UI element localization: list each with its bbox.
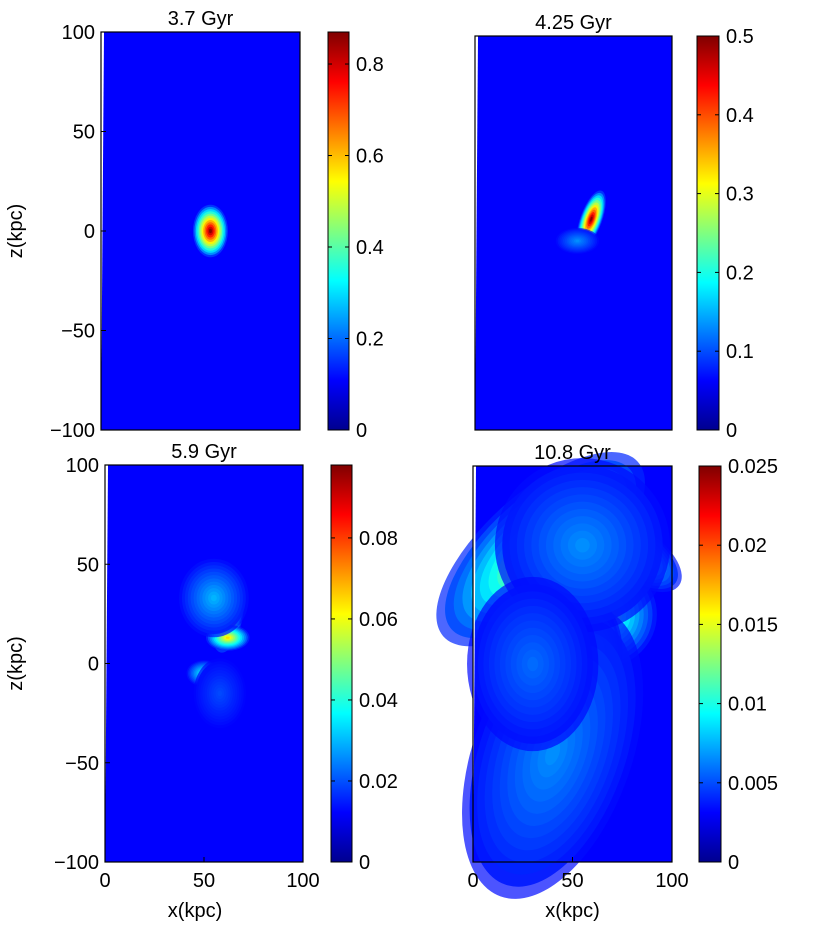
y-tick-label: 100 <box>66 455 99 477</box>
colorbar-tick-label: 0 <box>356 420 367 442</box>
y-tick-label: −50 <box>61 321 95 343</box>
density-contour <box>527 656 539 672</box>
y-tick-label: 100 <box>62 22 95 44</box>
colorbar-tick-label: 0.08 <box>359 528 398 550</box>
colorbar-tick-label: 0.06 <box>359 609 398 631</box>
y-axis-label: z(kpc) <box>5 636 27 690</box>
panel-title: 3.7 Gyr <box>168 8 234 30</box>
empty-region <box>473 466 476 862</box>
density-contour <box>575 239 580 242</box>
axes-frame <box>474 35 673 431</box>
colorbar-tick-label: 0.8 <box>356 54 384 76</box>
colorbar-tick-label: 0 <box>726 420 737 442</box>
panel-2: 4.25 Gyr 0 0.1 0.2 0.3 0.4 0.5 <box>474 12 754 442</box>
panel-layer: 3.7 Gyr 100 50 0 −50 −100 z(kpc) 0 0.2 0.4 0.6 0.8 4… <box>5 8 778 922</box>
colorbar-tick-label: 0.025 <box>728 456 778 478</box>
colorbar-tick-label: 0.02 <box>359 771 398 793</box>
y-tick-label: 0 <box>84 221 95 243</box>
density-feature <box>467 576 599 752</box>
colorbar-tick-label: 0.4 <box>726 105 754 127</box>
colorbar-gradient <box>698 465 722 863</box>
x-tick-label: 100 <box>655 870 688 892</box>
density-contour <box>208 228 212 234</box>
colorbar-tick-label: 0.6 <box>356 146 384 168</box>
colorbar-tick-label: 0.02 <box>728 535 767 557</box>
y-tick-label: −100 <box>50 420 95 442</box>
colorbar-tick-label: 0 <box>728 852 739 874</box>
colorbar: 0 0.2 0.4 0.6 0.8 <box>327 31 384 442</box>
x-axis-label-right: x(kpc) <box>545 900 599 922</box>
colorbar-tick-label: 0.01 <box>728 694 767 716</box>
y-tick-label: 50 <box>73 122 95 144</box>
x-axis-label-left: x(kpc) <box>168 900 222 922</box>
density-contour <box>210 594 217 602</box>
panel-title: 4.25 Gyr <box>535 12 612 34</box>
colorbar-tick-label: 0.4 <box>356 237 384 259</box>
colorbar: 0 0.005 0.01 0.015 0.02 0.025 <box>698 456 778 874</box>
colorbar: 0 0.1 0.2 0.3 0.4 0.5 <box>696 26 754 442</box>
colorbar-tick-label: 0.5 <box>726 26 754 48</box>
density-contour <box>225 636 230 639</box>
colorbar-tick-label: 0.3 <box>726 184 754 206</box>
colorbar-tick-label: 0.2 <box>356 329 384 351</box>
colorbar-tick-label: 0.015 <box>728 614 778 636</box>
colorbar-tick-label: 0.04 <box>359 690 398 712</box>
colorbar-tick-label: 0 <box>359 852 370 874</box>
colorbar: 0 0.02 0.04 0.06 0.08 <box>330 464 398 874</box>
panel-title: 5.9 Gyr <box>171 441 237 463</box>
x-tick-label: 0 <box>99 870 110 892</box>
colorbar-gradient <box>696 35 720 431</box>
x-tick-label: 0 <box>467 870 478 892</box>
density-contour <box>217 690 223 697</box>
x-tick-label: 50 <box>193 870 215 892</box>
empty-region <box>475 36 478 430</box>
colorbar-tick-label: 0.005 <box>728 773 778 795</box>
colorbar-tick-label: 0.1 <box>726 341 754 363</box>
x-tick-label: 50 <box>561 870 583 892</box>
density-contour <box>575 537 590 553</box>
y-tick-label: −50 <box>65 753 99 775</box>
colorbar-tick-label: 0.2 <box>726 262 754 284</box>
density-feature <box>179 558 249 638</box>
panel-4: 10.8 Gyr 0 50 100 x(kpc) x(kpc) 0 0.005 0.01 0.01… <box>168 442 778 922</box>
panel-title: 10.8 Gyr <box>534 442 611 464</box>
density-feature <box>192 204 228 258</box>
y-tick-label: 50 <box>77 554 99 576</box>
x-tick-label: 100 <box>286 870 319 892</box>
colorbar-gradient <box>330 464 353 863</box>
density-feature <box>555 227 600 254</box>
density-contour <box>590 216 593 222</box>
density-feature <box>193 658 246 729</box>
colorbar-gradient <box>327 31 350 431</box>
y-tick-label: −100 <box>54 852 99 874</box>
y-axis-label: z(kpc) <box>5 204 27 258</box>
y-tick-label: 0 <box>88 654 99 676</box>
panel-1: 3.7 Gyr 100 50 0 −50 −100 z(kpc) 0 0.2 0.4 0.6 0.8 <box>5 8 384 442</box>
